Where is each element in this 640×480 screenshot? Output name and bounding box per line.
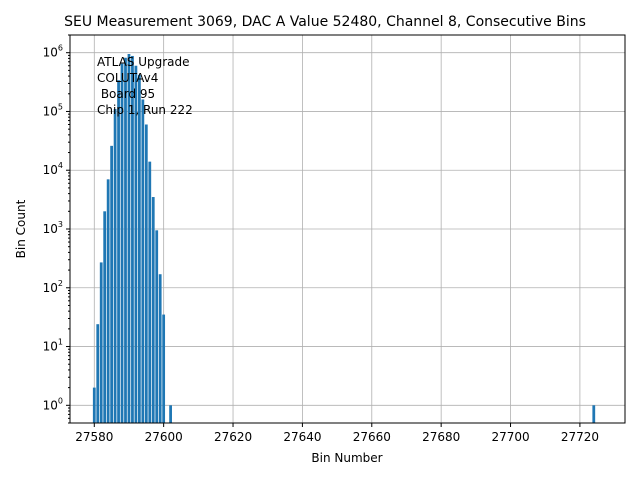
- annotation-line: ATLAS Upgrade: [97, 55, 190, 69]
- histogram-bar: [134, 65, 138, 423]
- histogram-bar: [141, 99, 145, 423]
- histogram-bar: [110, 145, 114, 424]
- x-axis-ticks: 27580 27600 27620 27640 27660 27680 27700 27720: [75, 423, 599, 444]
- y-tick-label: 100: [43, 396, 63, 412]
- x-axis-label: Bin Number: [311, 451, 382, 465]
- histogram-bar: [144, 124, 148, 424]
- x-tick-label: 27680: [422, 430, 460, 444]
- chart-annotation: ATLAS Upgrade COLUTAv4 Board 95 Chip 1, Ru…: [97, 55, 193, 117]
- y-tick-label: 104: [43, 161, 63, 177]
- y-tick-label: 101: [43, 338, 63, 354]
- annotation-line: COLUTAv4: [97, 71, 158, 85]
- histogram-bar: [96, 324, 100, 423]
- x-tick-label: 27580: [75, 430, 113, 444]
- annotation-line: Chip 1, Run 222: [97, 103, 193, 117]
- histogram-bar: [113, 109, 117, 424]
- histogram-bar: [120, 63, 124, 423]
- histogram-bar: [158, 274, 162, 423]
- annotation-line: Board 95: [97, 87, 155, 101]
- histogram-bar: [151, 197, 155, 423]
- y-axis-label: Bin Count: [14, 199, 28, 258]
- histogram-bar: [162, 314, 166, 423]
- chart-title: SEU Measurement 3069, DAC A Value 52480,…: [64, 14, 586, 30]
- x-tick-label: 27700: [491, 430, 529, 444]
- histogram-bar: [92, 387, 96, 423]
- histogram-bar: [148, 161, 152, 424]
- x-tick-label: 27660: [353, 430, 391, 444]
- histogram-bar: [103, 211, 107, 423]
- histogram-bar: [106, 179, 110, 423]
- histogram-bar: [124, 57, 127, 424]
- histogram-bar: [131, 55, 134, 423]
- histogram-bar: [127, 54, 131, 424]
- y-axis-ticks: 100 101 102 103 104 105 106: [43, 34, 70, 424]
- histogram-bars: [92, 54, 596, 424]
- histogram-bar: [169, 405, 172, 423]
- y-tick-label: 106: [43, 44, 63, 60]
- x-tick-label: 27720: [561, 430, 599, 444]
- histogram-bar: [592, 405, 596, 423]
- histogram-bar: [155, 230, 159, 423]
- x-tick-label: 27620: [214, 430, 252, 444]
- histogram-bar: [137, 74, 141, 423]
- x-tick-label: 27640: [283, 430, 321, 444]
- histogram-bar: [99, 262, 103, 423]
- y-tick-label: 102: [43, 279, 63, 295]
- x-tick-label: 27600: [145, 430, 183, 444]
- y-tick-label: 103: [43, 220, 63, 236]
- grid-lines: [70, 35, 625, 423]
- histogram-bar: [117, 80, 120, 423]
- y-tick-label: 105: [43, 102, 63, 118]
